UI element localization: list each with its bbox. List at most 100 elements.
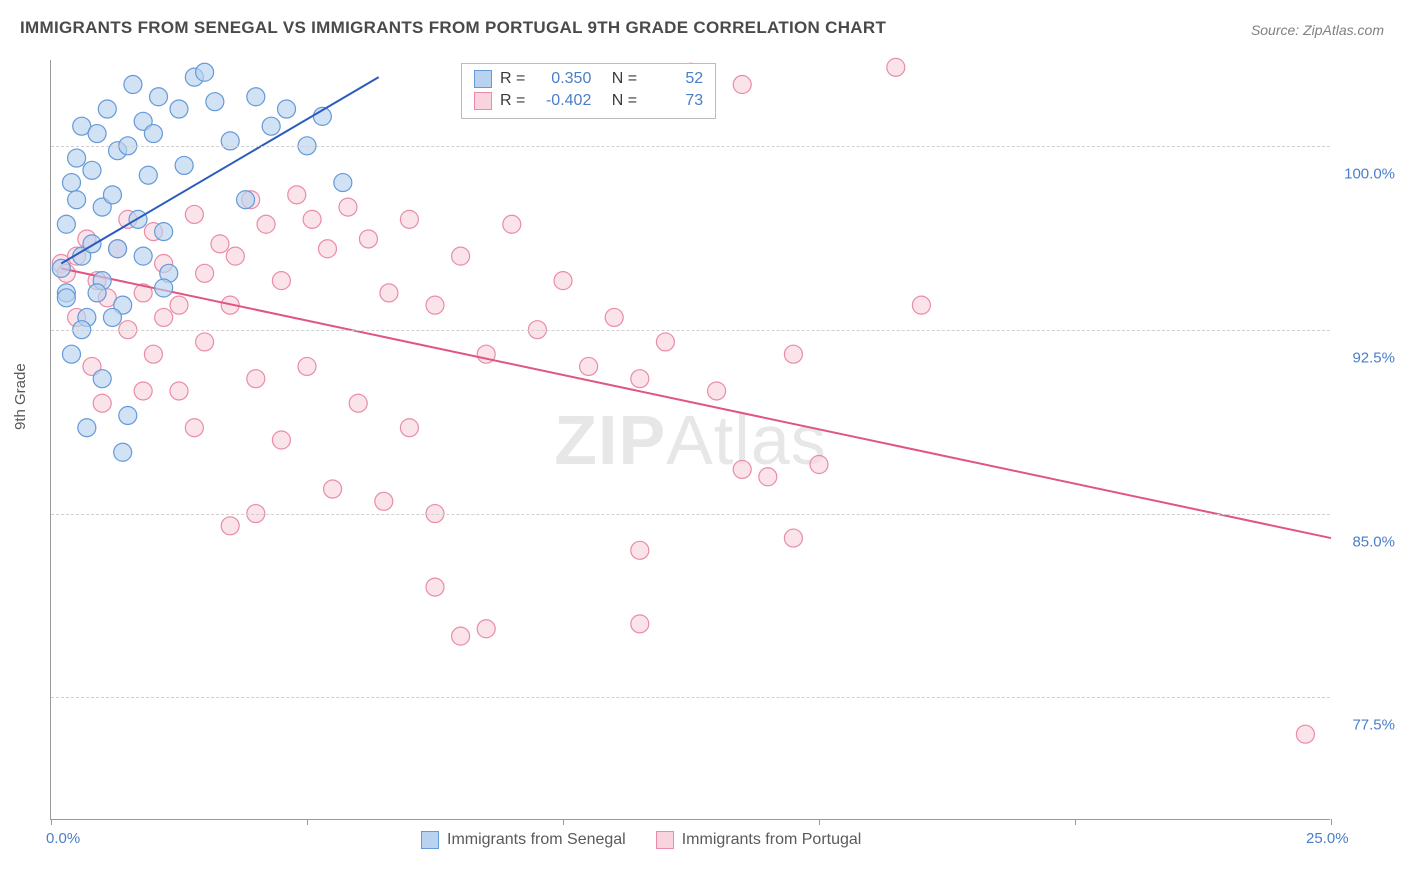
gridline bbox=[51, 330, 1330, 331]
data-point bbox=[303, 210, 321, 228]
data-point bbox=[57, 289, 75, 307]
source-attribution: Source: ZipAtlas.com bbox=[1251, 22, 1384, 38]
y-tick-label: 92.5% bbox=[1352, 349, 1395, 366]
x-tick bbox=[1075, 819, 1076, 825]
legend-stats: R = 0.350 N = 52 R = -0.402 N = 73 bbox=[461, 63, 716, 119]
data-point bbox=[226, 247, 244, 265]
legend-item-2: Immigrants from Portugal bbox=[656, 831, 862, 849]
data-point bbox=[155, 308, 173, 326]
data-point bbox=[185, 205, 203, 223]
data-point bbox=[88, 284, 106, 302]
data-point bbox=[733, 460, 751, 478]
data-point bbox=[170, 382, 188, 400]
gridline bbox=[51, 514, 1330, 515]
n-label-1: N = bbox=[612, 68, 637, 90]
data-point bbox=[93, 394, 111, 412]
legend-item-1: Immigrants from Senegal bbox=[421, 831, 626, 849]
data-point bbox=[272, 431, 290, 449]
x-tick bbox=[563, 819, 564, 825]
data-point bbox=[134, 382, 152, 400]
legend-stats-row-2: R = -0.402 N = 73 bbox=[474, 90, 703, 112]
data-point bbox=[452, 627, 470, 645]
data-point bbox=[1296, 725, 1314, 743]
data-point bbox=[349, 394, 367, 412]
data-point bbox=[175, 156, 193, 174]
data-point bbox=[83, 161, 101, 179]
series1-name: Immigrants from Senegal bbox=[447, 831, 626, 849]
data-point bbox=[88, 125, 106, 143]
data-point bbox=[318, 240, 336, 258]
x-tick-label: 0.0% bbox=[46, 830, 80, 847]
data-point bbox=[119, 406, 137, 424]
data-point bbox=[68, 149, 86, 167]
chart-title: IMMIGRANTS FROM SENEGAL VS IMMIGRANTS FR… bbox=[20, 18, 886, 38]
y-tick-label: 85.0% bbox=[1352, 533, 1395, 550]
data-point bbox=[103, 308, 121, 326]
data-point bbox=[62, 345, 80, 363]
data-point bbox=[452, 247, 470, 265]
data-point bbox=[359, 230, 377, 248]
data-point bbox=[272, 272, 290, 290]
data-point bbox=[237, 191, 255, 209]
data-point bbox=[334, 174, 352, 192]
data-point bbox=[503, 215, 521, 233]
gridline bbox=[51, 146, 1330, 147]
data-point bbox=[139, 166, 157, 184]
data-point bbox=[733, 76, 751, 94]
data-point bbox=[339, 198, 357, 216]
data-point bbox=[759, 468, 777, 486]
trend-line bbox=[61, 268, 1331, 538]
data-point bbox=[631, 370, 649, 388]
data-point bbox=[103, 186, 121, 204]
n-value-1: 52 bbox=[645, 68, 703, 90]
y-tick-label: 77.5% bbox=[1352, 717, 1395, 734]
data-point bbox=[93, 370, 111, 388]
x-tick-label: 25.0% bbox=[1306, 830, 1349, 847]
n-value-2: 73 bbox=[645, 90, 703, 112]
legend-series: Immigrants from Senegal Immigrants from … bbox=[421, 831, 861, 849]
data-point bbox=[656, 333, 674, 351]
data-point bbox=[426, 578, 444, 596]
data-point bbox=[784, 529, 802, 547]
data-point bbox=[631, 541, 649, 559]
x-tick bbox=[307, 819, 308, 825]
data-point bbox=[196, 63, 214, 81]
data-point bbox=[887, 58, 905, 76]
data-point bbox=[109, 240, 127, 258]
data-point bbox=[78, 419, 96, 437]
data-point bbox=[257, 215, 275, 233]
data-point bbox=[134, 247, 152, 265]
r-label-2: R = bbox=[500, 90, 525, 112]
y-tick-label: 100.0% bbox=[1344, 165, 1395, 182]
data-point bbox=[400, 210, 418, 228]
data-point bbox=[426, 296, 444, 314]
data-point bbox=[324, 480, 342, 498]
plot-area: ZIPAtlas R = 0.350 N = 52 R = -0.402 N =… bbox=[50, 60, 1330, 820]
data-point bbox=[221, 517, 239, 535]
data-point bbox=[810, 456, 828, 474]
legend-stats-row-1: R = 0.350 N = 52 bbox=[474, 68, 703, 90]
data-point bbox=[477, 620, 495, 638]
data-point bbox=[62, 174, 80, 192]
data-point bbox=[144, 125, 162, 143]
data-point bbox=[380, 284, 398, 302]
r-value-2: -0.402 bbox=[533, 90, 591, 112]
data-point bbox=[150, 88, 168, 106]
data-point bbox=[68, 191, 86, 209]
n-label-2: N = bbox=[612, 90, 637, 112]
data-point bbox=[170, 100, 188, 118]
data-point bbox=[708, 382, 726, 400]
data-point bbox=[605, 308, 623, 326]
data-point bbox=[580, 357, 598, 375]
data-point bbox=[196, 333, 214, 351]
swatch-bottom-1 bbox=[421, 831, 439, 849]
swatch-bottom-2 bbox=[656, 831, 674, 849]
r-label-1: R = bbox=[500, 68, 525, 90]
data-point bbox=[400, 419, 418, 437]
data-point bbox=[52, 259, 70, 277]
data-point bbox=[631, 615, 649, 633]
gridline bbox=[51, 697, 1330, 698]
x-tick bbox=[819, 819, 820, 825]
data-point bbox=[196, 264, 214, 282]
data-point bbox=[375, 492, 393, 510]
